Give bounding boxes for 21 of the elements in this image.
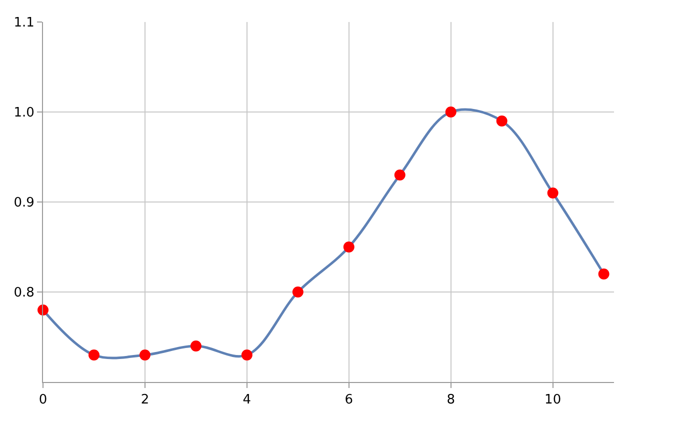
y-tick-label: 0.9 <box>14 196 34 211</box>
point <box>190 340 202 352</box>
point <box>394 170 406 180</box>
point <box>88 350 100 360</box>
y-tick-label: 0.8 <box>14 286 34 301</box>
point <box>445 106 456 118</box>
x-tick-label: 2 <box>140 392 150 408</box>
point <box>496 116 508 126</box>
point <box>139 350 150 360</box>
x-tick-label: 8 <box>446 392 455 408</box>
point <box>547 188 558 198</box>
point <box>598 268 610 280</box>
point <box>241 350 252 360</box>
x-tick-label: 6 <box>344 392 354 408</box>
y-tick-label: 1.1 <box>14 16 34 31</box>
x-tick-label: 0 <box>38 392 48 408</box>
point <box>343 242 354 252</box>
x-tick-label: 10 <box>544 392 562 408</box>
x-tick-label: 4 <box>242 392 252 408</box>
point <box>292 286 304 298</box>
y-tick-label: 1.0 <box>14 106 34 121</box>
